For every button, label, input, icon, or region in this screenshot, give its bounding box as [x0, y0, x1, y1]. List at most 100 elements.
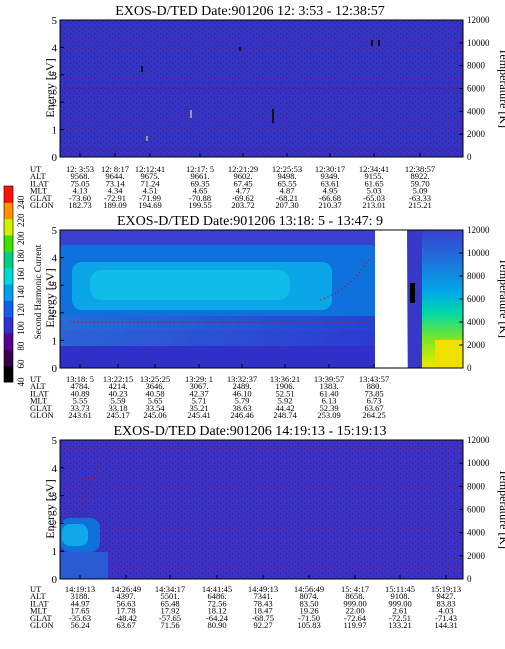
table-cell: 18.47: [253, 606, 272, 616]
table-cell: 7341.: [253, 591, 272, 601]
colorbar-tick-label: 220: [16, 213, 26, 227]
table-cell: 63.67: [364, 403, 383, 413]
y2-tick-label: 2000: [467, 340, 486, 350]
table-cell: -57.65: [159, 613, 181, 623]
table-cell: -64.24: [206, 613, 229, 623]
table-cell: 4397.: [116, 591, 135, 601]
table-cell: -72.51: [389, 613, 411, 623]
table-cell: 17.92: [160, 606, 179, 616]
table-cell: 12:21:29: [228, 164, 258, 174]
y2-tick-label: 10000: [467, 248, 490, 258]
y2-tick-label: 8000: [467, 61, 486, 71]
table-cell: 210.37: [318, 200, 341, 210]
table-cell: 69.35: [190, 178, 209, 188]
table-cell: 4.34: [108, 186, 124, 196]
panel2-title: EXOS-D/TED Date:901206 13:18: 5 - 13:47:…: [117, 214, 383, 229]
y2-tick-label: 8000: [467, 271, 486, 281]
y2-tick-label: 8000: [467, 481, 486, 491]
table-cell: 5.71: [192, 396, 207, 406]
table-cell: 9661.: [190, 171, 209, 181]
table-cell: -69.62: [232, 193, 254, 203]
table-cell: 999.00: [388, 598, 411, 608]
table-cell: 12:17: 5: [186, 164, 214, 174]
table-cell: 61.40: [319, 388, 338, 398]
table-cell: 119.97: [343, 620, 366, 630]
table-cell: 264.25: [362, 410, 385, 420]
table-cell: -71.50: [298, 613, 320, 623]
table-cell: 246.46: [230, 410, 253, 420]
table-cell: 4784.: [70, 381, 89, 391]
table-cell: 5501.: [160, 591, 179, 601]
colorbar-cell: [4, 349, 13, 367]
table-cell: 12:30:17: [315, 164, 345, 174]
table-cell: 22.00: [345, 606, 364, 616]
table-cell: 5.09: [413, 186, 428, 196]
y-tick-label: 0: [52, 363, 58, 375]
colorbar-cell: [4, 235, 13, 252]
y2-tick-label: 4000: [467, 528, 486, 538]
table-cell: 65.55: [277, 178, 296, 188]
table-cell: 215.21: [408, 200, 431, 210]
table-cell: 38.63: [232, 403, 251, 413]
table-cell: 73.14: [105, 178, 125, 188]
table-row-label: UT: [30, 584, 42, 594]
table-cell: 35.21: [189, 403, 208, 413]
table-cell: 73.85: [364, 388, 383, 398]
y-tick-label: 4: [52, 463, 58, 475]
table-cell: 5.79: [235, 396, 250, 406]
table-cell: 189.09: [103, 200, 126, 210]
table-cell: 133.21: [388, 620, 411, 630]
panel2-plot: [59, 229, 464, 369]
table-cell: 15: 4:17: [341, 584, 369, 594]
y-tick-label: 2: [52, 518, 58, 530]
table-cell: 14:56:49: [294, 584, 324, 594]
table-cell: 4.95: [323, 186, 338, 196]
y-tick-label: 0: [52, 152, 58, 164]
table-cell: 44.42: [275, 403, 294, 413]
table-cell: 245.06: [143, 410, 166, 420]
y-tick-label: 4: [52, 253, 58, 265]
table-cell: 13:39:57: [314, 374, 344, 384]
table-cell: 61.65: [364, 178, 383, 188]
table-cell: 63.67: [116, 620, 135, 630]
table-cell: 71.56: [160, 620, 179, 630]
table-row-label: MLT: [30, 606, 48, 616]
table-cell: 4.13: [73, 186, 88, 196]
table-cell: -70.88: [189, 193, 211, 203]
table-cell: 3067.: [189, 381, 208, 391]
table-cell: 12:34:41: [359, 164, 389, 174]
panel2-y2label: Temperature [K]: [497, 258, 505, 338]
panel3-plot: [59, 439, 464, 580]
table-row-label: UT: [30, 374, 42, 384]
table-row-label: ILAT: [30, 388, 49, 398]
panel1-title: EXOS-D/TED Date:901206 12: 3:53 - 12:38:…: [115, 4, 384, 19]
y-tick-label: 2: [52, 97, 58, 109]
table-cell: 12: 3:53: [66, 164, 94, 174]
table-row-label: GLON: [30, 410, 54, 420]
colorbar-tick-label: 200: [16, 231, 26, 245]
y-tick-label: 3: [52, 491, 58, 503]
table-cell: 18.12: [207, 606, 226, 616]
table-cell: 4.51: [143, 186, 158, 196]
table-row-label: ILAT: [30, 598, 49, 608]
table-cell: 9108.: [390, 591, 409, 601]
colorbar-tick-label: 180: [16, 249, 26, 263]
table-cell: 56.24: [70, 620, 90, 630]
table-cell: 207.30: [275, 200, 298, 210]
y2-tick-label: 10000: [467, 458, 490, 468]
colorbar-cell: [4, 202, 13, 220]
colorbar-cell: [4, 365, 13, 383]
table-cell: 8074.: [299, 591, 318, 601]
y-tick-label: 1: [52, 335, 58, 347]
colorbar-tick-label: 160: [16, 267, 26, 281]
table-cell: 14:41:45: [202, 584, 232, 594]
table-cell: 2.61: [393, 606, 408, 616]
panel3-title: EXOS-D/TED Date:901206 14:19:13 - 15:19:…: [114, 424, 387, 439]
panel1-y2label: Temperature [K]: [497, 48, 505, 128]
table-cell: 999.00: [343, 598, 366, 608]
table-cell: 248.74: [273, 410, 297, 420]
table-cell: 4.77: [236, 186, 251, 196]
table-row-label: GLAT: [30, 613, 53, 623]
table-cell: 56.63: [116, 598, 135, 608]
colorbar-frame: [3, 185, 14, 383]
